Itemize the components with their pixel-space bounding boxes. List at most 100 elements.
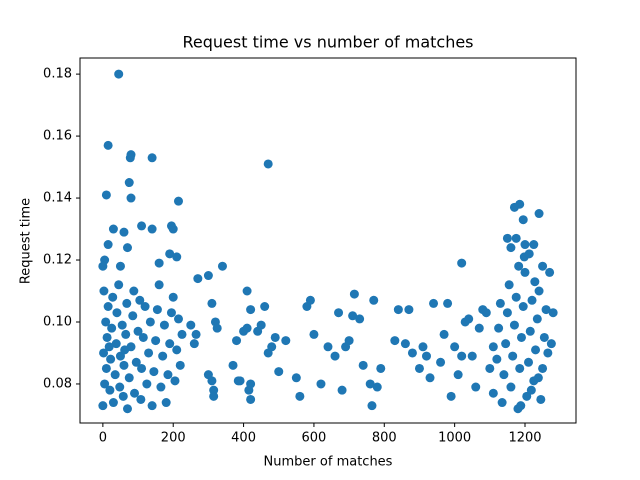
point	[111, 339, 121, 349]
y-axis-label: Request time	[19, 198, 34, 284]
point	[152, 305, 162, 315]
point	[404, 305, 414, 315]
point	[281, 336, 291, 346]
x-tick-label: 1000	[438, 431, 471, 446]
point	[358, 360, 368, 370]
point	[481, 308, 491, 318]
point	[103, 240, 113, 250]
point	[246, 379, 256, 389]
point	[260, 301, 270, 311]
point	[464, 314, 474, 324]
point	[436, 357, 446, 367]
point	[534, 286, 544, 296]
point	[506, 243, 516, 253]
point	[474, 323, 484, 333]
point	[439, 329, 449, 339]
point	[207, 376, 217, 386]
point	[488, 342, 498, 352]
point	[407, 348, 417, 358]
point	[488, 388, 498, 398]
point	[497, 398, 507, 408]
point	[518, 215, 528, 225]
point	[421, 351, 431, 361]
point	[99, 348, 109, 358]
point	[154, 280, 164, 290]
point	[538, 363, 548, 373]
point	[117, 320, 127, 330]
point	[418, 342, 428, 352]
point	[209, 385, 219, 395]
point	[525, 326, 535, 336]
point	[372, 382, 382, 392]
point	[242, 286, 252, 296]
point	[443, 298, 453, 308]
point	[337, 385, 347, 395]
point	[102, 332, 112, 342]
point	[124, 373, 134, 383]
point	[425, 373, 435, 383]
y-tick-label: 0.12	[43, 253, 72, 268]
point	[355, 314, 365, 324]
point	[242, 323, 252, 333]
point	[526, 385, 536, 395]
point	[126, 193, 136, 203]
point	[172, 252, 182, 262]
point	[145, 317, 155, 327]
point	[390, 336, 400, 346]
point	[106, 354, 116, 364]
point	[539, 332, 549, 342]
x-tick-label: 200	[161, 431, 186, 446]
point	[122, 404, 132, 414]
point	[545, 267, 555, 277]
point	[147, 224, 157, 234]
point	[531, 345, 541, 355]
point	[115, 382, 125, 392]
point	[400, 339, 410, 349]
point	[99, 286, 109, 296]
point	[534, 209, 544, 219]
point	[330, 351, 340, 361]
point	[376, 363, 386, 373]
point	[492, 354, 502, 364]
point	[151, 336, 161, 346]
point	[110, 370, 120, 380]
point	[524, 357, 534, 367]
point	[131, 357, 141, 367]
point	[522, 391, 532, 401]
point	[511, 292, 521, 302]
point	[516, 401, 526, 411]
point	[100, 379, 110, 389]
point	[137, 363, 147, 373]
point	[124, 178, 134, 188]
point	[122, 243, 132, 253]
point	[235, 376, 245, 386]
point	[228, 360, 238, 370]
point	[457, 258, 467, 268]
point	[125, 153, 135, 163]
point	[165, 339, 175, 349]
point	[119, 360, 129, 370]
point	[256, 320, 266, 330]
point	[334, 308, 344, 318]
point	[506, 382, 516, 392]
point	[142, 379, 152, 389]
point	[529, 240, 539, 250]
point	[154, 258, 164, 268]
x-tick-label: 600	[302, 431, 327, 446]
point	[546, 339, 556, 349]
point	[104, 342, 114, 352]
point	[502, 233, 512, 243]
y-tick-label: 0.08	[43, 376, 72, 391]
point	[344, 336, 354, 346]
point	[514, 261, 524, 271]
point	[429, 298, 439, 308]
y-tick-label: 0.10	[43, 314, 72, 329]
point	[156, 382, 166, 392]
point	[122, 298, 132, 308]
point	[135, 295, 145, 305]
point	[137, 221, 147, 231]
point	[105, 385, 115, 395]
point	[499, 370, 509, 380]
point	[158, 351, 168, 361]
point	[543, 348, 553, 358]
